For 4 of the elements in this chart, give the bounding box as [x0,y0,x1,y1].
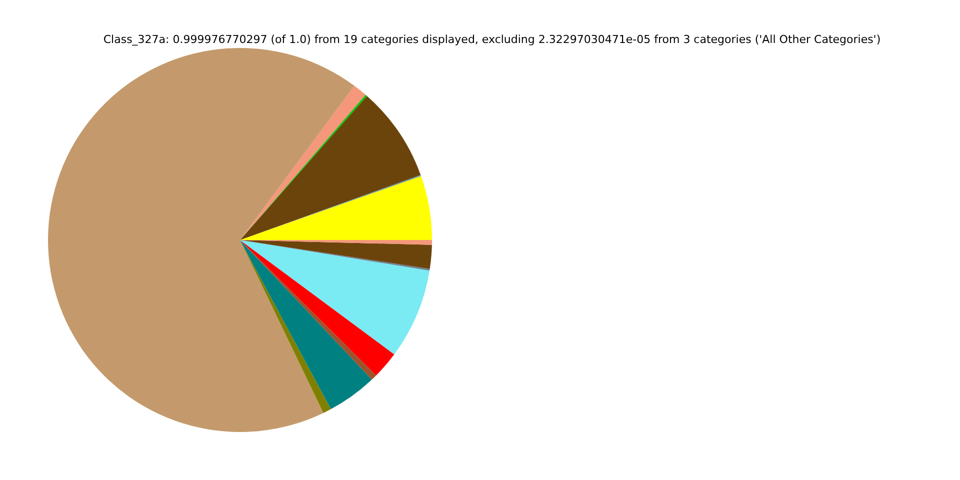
pie-slice [240,240,372,410]
pie-slice [48,48,354,432]
text: Class_327a: 0.999976770297 (of 1.0) from 19 categories displayed, excluding 2.32297030471e-05 from 3 categories ('All Other Categories') [103,33,881,46]
pie-slice [240,240,430,354]
